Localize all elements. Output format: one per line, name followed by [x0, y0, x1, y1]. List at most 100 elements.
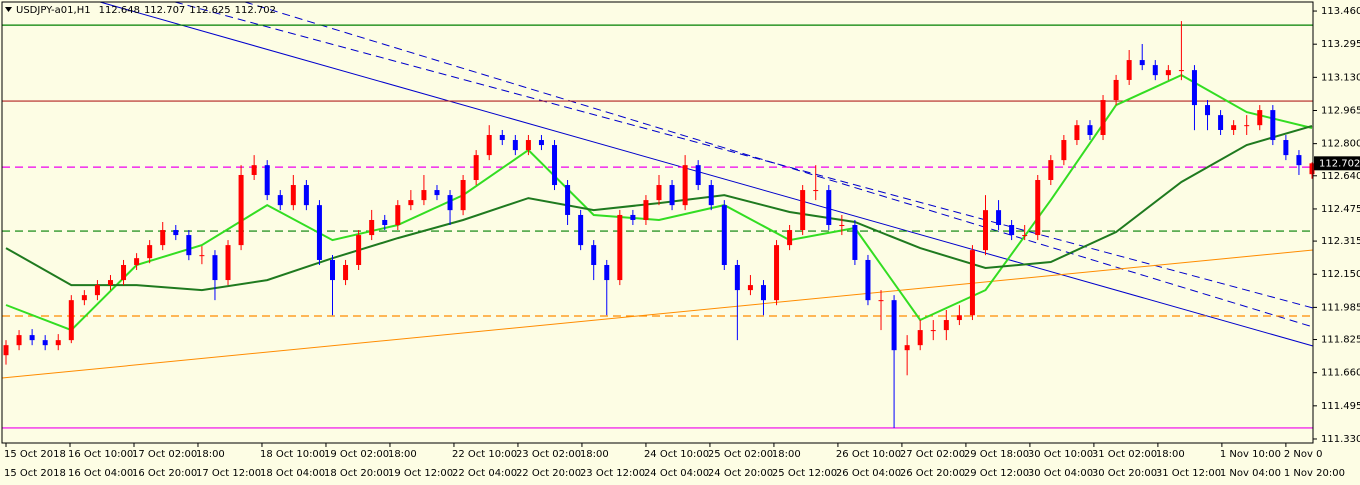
candle-body	[630, 214, 636, 220]
x-tick-label-lower: 16 Oct 20:00	[132, 468, 197, 479]
candle-body	[1139, 60, 1145, 66]
candle-body	[1283, 140, 1289, 156]
x-tick-label-lower: 31 Oct 12:00	[1156, 468, 1221, 479]
candle-body	[565, 185, 571, 215]
candle-body	[1205, 105, 1211, 116]
x-tick-label: 18:00	[772, 449, 801, 460]
candle-body	[1244, 125, 1250, 127]
x-tick-label-lower: 23 Oct 12:00	[580, 468, 645, 479]
x-tick-label: 25 Oct 02:00	[708, 449, 773, 460]
candle-body	[512, 140, 518, 151]
candle-body	[94, 285, 100, 296]
candle-body	[81, 295, 87, 301]
header-high: 112.707	[144, 5, 185, 16]
candle-body	[238, 174, 244, 246]
candle-body	[787, 230, 793, 246]
candle-body	[343, 264, 349, 281]
x-tick-label-lower: 30 Oct 04:00	[1028, 468, 1093, 479]
x-tick-label: 23 Oct 02:00	[516, 449, 581, 460]
x-tick-label: 18:00	[580, 449, 609, 460]
candle-body	[277, 195, 283, 206]
candle-body	[826, 190, 832, 226]
candle-body	[721, 205, 727, 265]
candle-body	[839, 225, 845, 227]
candle-body	[969, 250, 975, 316]
last-price-label: 112.702	[1319, 158, 1360, 169]
x-tick-label-lower: 26 Oct 20:00	[900, 468, 965, 479]
candle-body	[1218, 115, 1224, 130]
candle-body	[147, 245, 153, 259]
y-tick-label: 112.640	[1321, 171, 1360, 182]
y-tick-label: 112.475	[1321, 204, 1360, 215]
candle-body	[1022, 235, 1028, 237]
candle-body	[434, 190, 440, 196]
candle-body	[813, 190, 819, 192]
x-tick-label-lower: 1 Nov 20:00	[1284, 468, 1345, 479]
candle-body	[760, 285, 766, 301]
plot-border	[1, 1, 1314, 444]
candle-body	[369, 219, 375, 236]
candle-body	[1074, 125, 1080, 141]
x-tick-label: 18 Oct 10:00	[260, 449, 325, 460]
candle-body	[3, 345, 9, 356]
candle-body	[734, 264, 740, 291]
candle-body	[186, 235, 192, 256]
candle-body	[316, 205, 322, 260]
x-tick-label: 19 Oct 02:00	[324, 449, 389, 460]
x-tick-label-lower: 24 Oct 04:00	[644, 468, 709, 479]
candle-body	[1165, 70, 1171, 76]
header-low: 112.625	[189, 5, 230, 16]
candle-body	[695, 165, 701, 186]
y-tick-label: 112.315	[1321, 236, 1360, 247]
candle-body	[552, 145, 558, 186]
x-tick-label-lower: 16 Oct 04:00	[68, 468, 133, 479]
candle-body	[473, 155, 479, 181]
candle-body	[1309, 163, 1315, 175]
x-tick-label: 2 Nov 0	[1284, 449, 1323, 460]
x-tick-label: 15 Oct 2018	[4, 449, 66, 460]
candle-body	[669, 185, 675, 206]
candle-body	[1061, 140, 1067, 161]
x-tick-label-lower: 24 Oct 20:00	[708, 468, 773, 479]
x-tick-label-lower: 19 Oct 12:00	[388, 468, 453, 479]
menu-arrow[interactable]	[5, 7, 12, 12]
candle-body	[774, 245, 780, 301]
x-tick-label: 31 Oct 02:00	[1092, 449, 1157, 460]
candle-body	[460, 180, 466, 211]
candle-body	[1035, 180, 1041, 236]
candle-body	[68, 300, 74, 341]
candle-body	[591, 245, 597, 265]
trend-line	[99, 1, 1314, 347]
x-tick-label: 26 Oct 10:00	[836, 449, 901, 460]
x-tick-label-lower: 17 Oct 12:00	[196, 468, 261, 479]
candle-body	[917, 330, 923, 346]
y-tick-label: 112.965	[1321, 105, 1360, 116]
candle-body	[55, 340, 61, 346]
candle-body	[943, 320, 949, 331]
candle-body	[996, 210, 1002, 226]
support-trend-line	[1, 249, 1314, 379]
candle-body	[290, 185, 296, 206]
candle-body	[121, 264, 127, 281]
y-tick-label: 111.495	[1321, 401, 1360, 412]
candle-body	[1270, 110, 1276, 141]
candle-body	[408, 200, 414, 206]
candle-body	[225, 245, 231, 281]
candle-body	[956, 315, 962, 321]
candle-body	[865, 259, 871, 301]
candle-body	[1113, 79, 1119, 101]
x-tick-label-lower: 18 Oct 04:00	[260, 468, 325, 479]
candle-body	[525, 140, 531, 151]
candle-body	[708, 185, 714, 206]
candle-body	[1087, 125, 1093, 136]
x-tick-label: 18:00	[196, 449, 225, 460]
candle-body	[212, 255, 218, 281]
candle-body	[486, 135, 492, 156]
candle-body	[1100, 100, 1106, 136]
y-tick-label: 111.825	[1321, 335, 1360, 346]
y-tick-label: 111.330	[1321, 434, 1360, 445]
candle-body	[656, 185, 662, 201]
header-open: 112.648	[99, 5, 140, 16]
x-tick-label: 18:00	[388, 449, 417, 460]
candle-body	[930, 330, 936, 332]
